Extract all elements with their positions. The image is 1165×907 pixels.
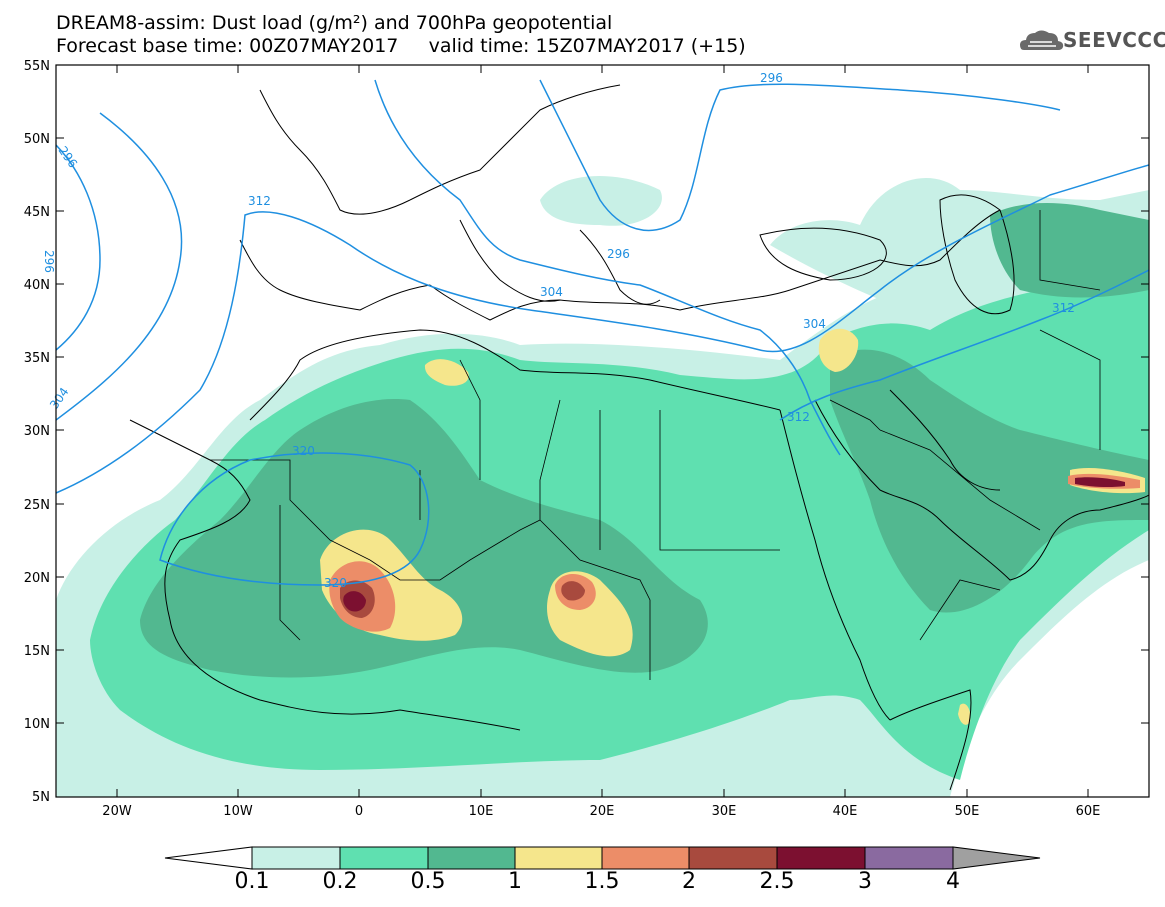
lat-label: 35N <box>24 351 50 366</box>
lat-label: 30N <box>24 424 50 439</box>
lat-label: 15N <box>24 644 50 659</box>
dust-level-2-chad <box>561 581 585 601</box>
colorbar-swatch <box>601 846 690 870</box>
contour-label: 296 <box>607 247 630 261</box>
chart-title: DREAM8-assim: Dust load (g/m²) and 700hP… <box>56 12 613 34</box>
colorbar-swatch <box>776 846 866 870</box>
dust-level-1-somalia <box>958 703 971 725</box>
lat-label: 25N <box>24 498 50 513</box>
colorbar-label: 0.2 <box>322 869 358 894</box>
colorbar-label: 3 <box>858 869 872 894</box>
colorbar-swatch <box>688 846 778 870</box>
lat-label: 55N <box>24 59 50 74</box>
colorbar-swatch <box>514 846 603 870</box>
lon-label: 40E <box>833 804 858 819</box>
lon-label: 10E <box>469 804 494 819</box>
colorbar-swatch <box>339 846 429 870</box>
tick-marks <box>56 64 1149 797</box>
lat-label: 5N <box>32 790 50 805</box>
lon-label: 10W <box>223 804 253 819</box>
colorbar-over-arrow <box>952 846 1041 870</box>
contour-label: 304 <box>803 317 826 331</box>
contour-label: 312 <box>787 410 810 424</box>
lon-label: 20W <box>102 804 132 819</box>
lon-label: 60E <box>1076 804 1101 819</box>
coastlines <box>129 84 1149 791</box>
colorbar-label: 1.5 <box>584 869 620 894</box>
colorbar-swatch <box>864 846 954 870</box>
lon-label: 0 <box>355 804 363 819</box>
lat-label: 20N <box>24 571 50 586</box>
lat-label: 45N <box>24 205 50 220</box>
chart-subtitle: Forecast base time: 00Z07MAY2017 valid t… <box>56 35 746 57</box>
lon-label: 20E <box>590 804 615 819</box>
dust-level-1-sahara-n <box>424 359 469 386</box>
latitude-labels: 55N 50N 45N 40N 35N 30N 25N 20N 15N 10N … <box>24 59 50 805</box>
colorbar-label: 0.5 <box>410 869 446 894</box>
lat-label: 10N <box>24 717 50 732</box>
lat-label: 40N <box>24 278 50 293</box>
dust-level-0.5-arabia <box>830 349 1149 613</box>
colorbar-label: 1 <box>508 869 522 894</box>
lon-label: 50E <box>955 804 980 819</box>
contour-label: 320 <box>324 576 347 590</box>
colorbar-label: 2.5 <box>759 869 795 894</box>
colorbar-label: 4 <box>946 869 960 894</box>
dust-level-2.5-iran <box>1075 477 1125 488</box>
dust-level-0.5-caspian <box>990 203 1149 298</box>
dust-level-1-iraq <box>818 328 859 372</box>
colorbar-swatch <box>251 846 341 870</box>
lat-label: 50N <box>24 132 50 147</box>
colorbar-under-arrow <box>164 846 253 870</box>
cloud-icon <box>1020 30 1064 50</box>
dust-level-2.5 <box>343 591 366 612</box>
logo-text: SEEVCCC <box>1063 28 1165 52</box>
contour-label: 296 <box>42 250 56 273</box>
contour-label: 312 <box>1052 301 1075 315</box>
contour-label: 320 <box>292 444 315 458</box>
contour-label: 296 <box>760 71 783 85</box>
colorbar-label: 2 <box>682 869 696 894</box>
colorbar-swatch <box>427 846 516 870</box>
dust-field <box>56 79 1149 797</box>
longitude-labels: 20W 10W 0 10E 20E 30E 40E 50E 60E <box>102 804 1100 819</box>
colorbar <box>164 846 1041 870</box>
contour-label: 312 <box>248 194 271 208</box>
country-borders <box>210 210 1101 680</box>
geopotential-contours <box>56 79 1149 586</box>
lon-label: 30E <box>712 804 737 819</box>
colorbar-label: 0.1 <box>234 869 270 894</box>
contour-label: 304 <box>540 285 563 299</box>
